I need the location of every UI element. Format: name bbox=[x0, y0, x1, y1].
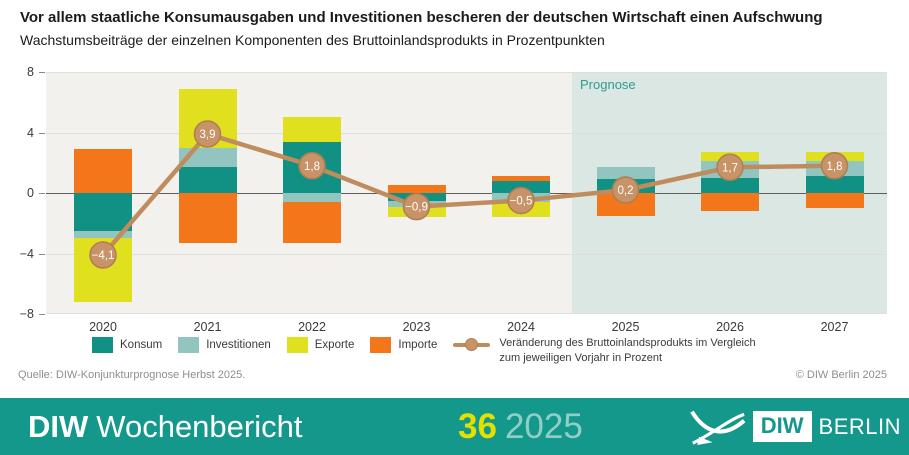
x-axis-label-2025: 2025 bbox=[611, 320, 640, 334]
y-axis-tick bbox=[39, 72, 45, 73]
gdp-value-label-2021: 3,9 bbox=[200, 129, 216, 141]
publication-title: DIW Wochenbericht bbox=[28, 409, 302, 445]
y-axis-label: 0 bbox=[27, 186, 34, 200]
gridline bbox=[46, 253, 887, 255]
footer-banner: DIW Wochenbericht 36 2025 DIW BERLIN bbox=[0, 398, 909, 455]
diw-berlin-logo: DIW BERLIN bbox=[689, 409, 901, 445]
gdp-line-sample-icon bbox=[453, 336, 491, 353]
legend-swatch-investitionen bbox=[178, 336, 200, 353]
legend-swatch-exporte bbox=[286, 336, 308, 353]
bar-segment-investitionen-2025 bbox=[596, 167, 655, 180]
diw-swoosh-icon bbox=[689, 410, 746, 445]
legend-item-gdp-line: Veränderung des Bruttoinlandsprodukts im… bbox=[453, 336, 756, 366]
bar-segment-importe-2023 bbox=[387, 185, 446, 193]
legend-item-exporte: Exporte bbox=[286, 336, 355, 353]
y-axis-label: −8 bbox=[19, 307, 34, 321]
legend-label: Exporte bbox=[314, 338, 355, 351]
issue-year: 2025 bbox=[504, 406, 583, 446]
x-axis-label-2027: 2027 bbox=[820, 320, 849, 334]
y-axis-tick bbox=[39, 253, 45, 255]
bar-segment-investitionen-2022 bbox=[283, 193, 341, 203]
legend-label: Konsum bbox=[120, 338, 163, 351]
gdp-value-label-2026: 1,7 bbox=[722, 162, 738, 174]
plot-area: Prognose −4,1 3,9 1,8 −0,9 −0,5 0,2 1,7 1,8 bbox=[46, 72, 887, 314]
legend-swatch-konsum bbox=[92, 336, 113, 353]
legend-item-investitionen: Investitionen bbox=[178, 336, 271, 353]
bar-segment-investitionen-2020 bbox=[74, 230, 132, 239]
gdp-value-label-2020: −4,1 bbox=[92, 250, 115, 262]
zero-line bbox=[46, 193, 887, 194]
bar-segment-exporte-2022 bbox=[283, 117, 341, 142]
chart-title: Vor allem staatliche Konsumausgaben und … bbox=[20, 9, 823, 26]
bar-segment-importe-2026 bbox=[701, 193, 759, 212]
legend: Konsum Investitionen Exporte Importe Veränd… bbox=[92, 336, 756, 366]
y-axis-label: −4 bbox=[19, 246, 34, 261]
bar-segment-importe-2020 bbox=[74, 149, 132, 193]
gdp-marker-2021 bbox=[193, 120, 222, 148]
gdp-marker-2022 bbox=[298, 152, 326, 180]
x-axis-label-2021: 2021 bbox=[193, 320, 222, 334]
x-axis-label-2026: 2026 bbox=[716, 320, 744, 334]
publication-title-bold: DIW bbox=[28, 408, 89, 444]
source-note: Quelle: DIW-Konjunkturprognose Herbst 20… bbox=[18, 369, 246, 381]
bar-segment-importe-2027 bbox=[805, 193, 864, 209]
bar-segment-importe-2025 bbox=[596, 193, 655, 216]
legend-item-konsum: Konsum bbox=[92, 336, 162, 353]
gdp-marker-2025 bbox=[611, 176, 640, 204]
logo-diw-text: DIW bbox=[752, 411, 812, 442]
x-axis-label-2024: 2024 bbox=[507, 320, 535, 334]
x-axis-label-2022: 2022 bbox=[298, 320, 326, 334]
legend-label: Importe bbox=[398, 338, 438, 351]
gridline bbox=[46, 313, 887, 314]
bar-segment-importe-2024 bbox=[492, 176, 550, 181]
gridline bbox=[46, 72, 887, 73]
bar-segment-konsum-2027 bbox=[805, 176, 864, 193]
gridline bbox=[46, 132, 887, 134]
logo-berlin-text: BERLIN bbox=[818, 413, 901, 439]
gdp-marker-2020 bbox=[89, 241, 117, 269]
gdp-value-label-2024: −0,5 bbox=[510, 196, 533, 208]
x-axis-label-2023: 2023 bbox=[402, 320, 431, 334]
legend-item-importe: Importe bbox=[370, 336, 437, 353]
gdp-line bbox=[101, 131, 835, 257]
prognose-label: Prognose bbox=[580, 77, 636, 92]
y-axis-tick bbox=[39, 314, 45, 315]
gdp-line-description: Veränderung des Bruttoinlandsprodukts im… bbox=[499, 337, 756, 364]
gdp-value-label-2023: −0,9 bbox=[405, 202, 428, 214]
gdp-marker-2023 bbox=[402, 192, 431, 221]
bar-segment-importe-2022 bbox=[283, 202, 341, 243]
legend-swatch-importe bbox=[370, 336, 392, 353]
copyright-note: © DIW Berlin 2025 bbox=[795, 369, 887, 381]
x-axis-label-2020: 2020 bbox=[89, 320, 117, 334]
publication-title-rest: Wochenbericht bbox=[96, 408, 303, 444]
gdp-value-label-2027: 1,8 bbox=[827, 161, 843, 173]
issue-info: 36 2025 bbox=[458, 407, 583, 447]
gdp-value-label-2022: 1,8 bbox=[304, 161, 320, 173]
gdp-line-chart: −4,1 3,9 1,8 −0,9 −0,5 0,2 1,7 1,8 bbox=[89, 120, 849, 269]
gdp-value-label-2025: 0,2 bbox=[618, 185, 634, 197]
chart-area: Prognose −4,1 3,9 1,8 −0,9 −0,5 0,2 1,7 1,8 8 4 0… bbox=[0, 65, 909, 342]
bar-segment-importe-2021 bbox=[178, 193, 237, 243]
bar-segment-konsum-2026 bbox=[701, 177, 759, 193]
bar-segment-konsum-2020 bbox=[74, 193, 132, 231]
chart-subtitle: Wachstumsbeiträge der einzelnen Komponen… bbox=[20, 32, 605, 48]
gdp-marker-2024 bbox=[507, 186, 535, 215]
y-axis-tick bbox=[39, 132, 45, 134]
issue-number: 36 bbox=[458, 406, 497, 446]
legend-label: Investitionen bbox=[206, 338, 271, 351]
y-axis-tick bbox=[39, 193, 45, 194]
y-axis-label: 8 bbox=[27, 65, 34, 79]
gdp-marker-2027 bbox=[820, 152, 849, 180]
gdp-marker-2026 bbox=[716, 153, 744, 182]
y-axis-label: 4 bbox=[27, 125, 34, 140]
bar-segment-konsum-2021 bbox=[178, 167, 237, 193]
